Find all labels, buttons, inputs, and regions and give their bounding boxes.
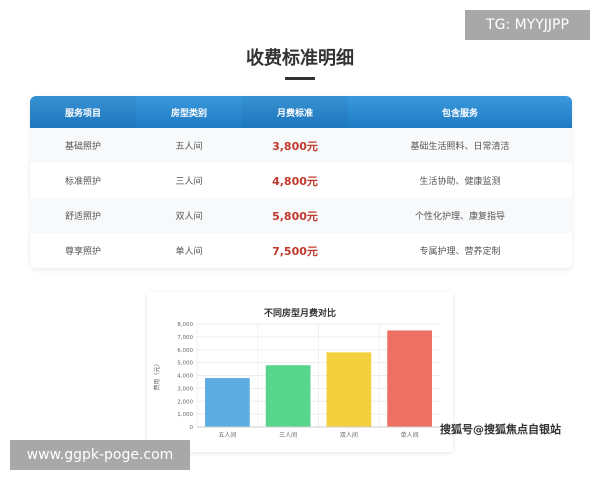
table-row: 舒适照护 双人间 5,800元 个性化护理、康复指导 xyxy=(30,198,572,233)
bar xyxy=(265,365,311,427)
table-cell: 单人间 xyxy=(175,247,203,257)
table-cell: 专属护理、营养定制 xyxy=(419,247,501,257)
header-cell: 服务项目 xyxy=(30,96,136,128)
table-cell: 基础照护 xyxy=(64,142,101,152)
bar-chart: 不同房型月费对比 0 1,000 2,000 3,000 4,000 5,000 6,000 7… xyxy=(153,307,440,439)
table-cell: 五人间 xyxy=(175,142,203,152)
table-cell: 个性化护理、康复指导 xyxy=(414,212,505,222)
table-row: 标准照护 三人间 4,800元 生活协助、健康监测 xyxy=(30,163,572,198)
price-cell: 5,800元 xyxy=(272,209,318,223)
x-tick-label: 单人间 xyxy=(401,431,419,439)
table-cell: 尊享照护 xyxy=(64,247,101,257)
bar xyxy=(326,352,372,427)
bar xyxy=(387,330,432,427)
x-tick-label: 三人间 xyxy=(279,431,297,439)
watermark-tg: TG: MYYJJPP xyxy=(465,10,590,40)
table-cell: 三人间 xyxy=(175,177,203,187)
price-cell: 7,500元 xyxy=(272,244,318,258)
price-cell: 3,800元 xyxy=(272,139,318,153)
table-row: 尊享照护 单人间 7,500元 专属护理、营养定制 xyxy=(30,233,572,268)
table-header: 服务项目 房型类别 月费标准 包含服务 xyxy=(30,96,572,128)
chart-card: 不同房型月费对比 0 1,000 2,000 3,000 4,000 5,000 6,000 7… xyxy=(147,292,453,452)
y-tick-label: 3,000 xyxy=(177,386,193,392)
x-tick-label: 五人间 xyxy=(218,431,236,439)
page-title: 收费标准明细 xyxy=(246,48,354,69)
header-cell: 房型类别 xyxy=(170,108,207,119)
header-cell: 月费标准 xyxy=(242,96,348,128)
y-tick-label: 8,000 xyxy=(177,322,193,328)
table-cell: 基础生活照料、日常清洁 xyxy=(410,142,510,152)
x-tick-label: 双人间 xyxy=(340,431,358,439)
bar xyxy=(205,378,250,427)
y-axis-label: 费用（元） xyxy=(153,360,161,390)
y-tick-label: 7,000 xyxy=(177,335,193,341)
y-tick-label: 5,000 xyxy=(177,361,193,367)
table-cell: 生活协助、健康监测 xyxy=(419,177,501,187)
chart-title: 不同房型月费对比 xyxy=(264,307,336,319)
y-tick-label: 1,000 xyxy=(177,412,193,418)
fee-table: 服务项目 房型类别 月费标准 包含服务 基础照护 五人间 3,800元 基础生活照料、… xyxy=(30,96,572,268)
table-cell: 舒适照护 xyxy=(64,212,101,222)
header-cell: 包含服务 xyxy=(441,108,478,119)
table-cell: 标准照护 xyxy=(64,177,101,187)
y-tick-label: 6,000 xyxy=(177,348,193,354)
title-underline xyxy=(285,77,315,80)
y-tick-label: 4,000 xyxy=(177,374,193,380)
y-tick-label: 2,000 xyxy=(177,399,193,405)
y-tick-label: 0 xyxy=(190,425,194,431)
table-row: 基础照护 五人间 3,800元 基础生活照料、日常清洁 xyxy=(30,128,572,163)
table-cell: 双人间 xyxy=(175,212,203,222)
watermark-sohu: 搜狐号@搜狐焦点自银站 xyxy=(440,423,561,436)
price-cell: 4,800元 xyxy=(272,174,318,188)
watermark-site: www.ggpk-poge.com xyxy=(10,440,190,470)
